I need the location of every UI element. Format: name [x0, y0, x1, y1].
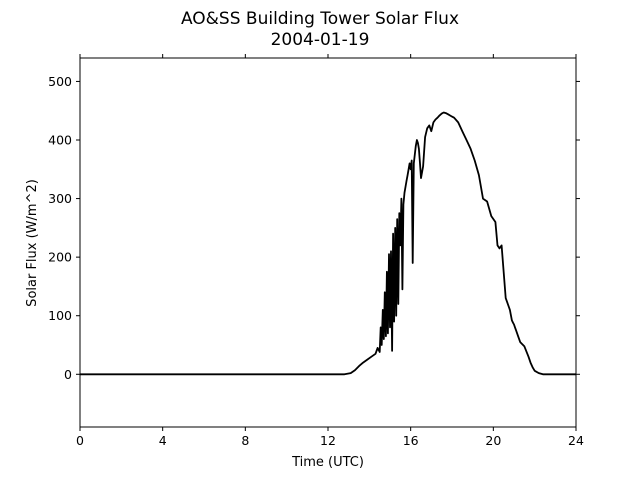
x-tick-label: 20 — [485, 433, 501, 448]
y-tick-label: 500 — [48, 74, 72, 89]
y-tick-label: 200 — [48, 250, 72, 265]
x-axis-label: Time (UTC) — [291, 455, 364, 470]
x-tick-label: 16 — [403, 433, 419, 448]
x-tick-label: 8 — [241, 433, 249, 448]
y-axis-label: Solar Flux (W/m^2) — [25, 179, 40, 307]
chart-subtitle: 2004-01-19 — [271, 30, 370, 50]
series-line-0 — [80, 111, 576, 376]
x-tick-label: 0 — [76, 433, 84, 448]
x-tick-label: 4 — [159, 433, 167, 448]
y-tick-label: 300 — [48, 191, 72, 206]
y-tick-label: 0 — [64, 367, 72, 382]
x-tick-label: 24 — [568, 433, 584, 448]
chart-title: AO&SS Building Tower Solar Flux — [181, 9, 459, 29]
plot-area-frame — [79, 57, 577, 428]
y-tick-label: 100 — [48, 308, 72, 323]
x-tick-label: 12 — [320, 433, 336, 448]
y-tick-label: 400 — [48, 133, 72, 148]
